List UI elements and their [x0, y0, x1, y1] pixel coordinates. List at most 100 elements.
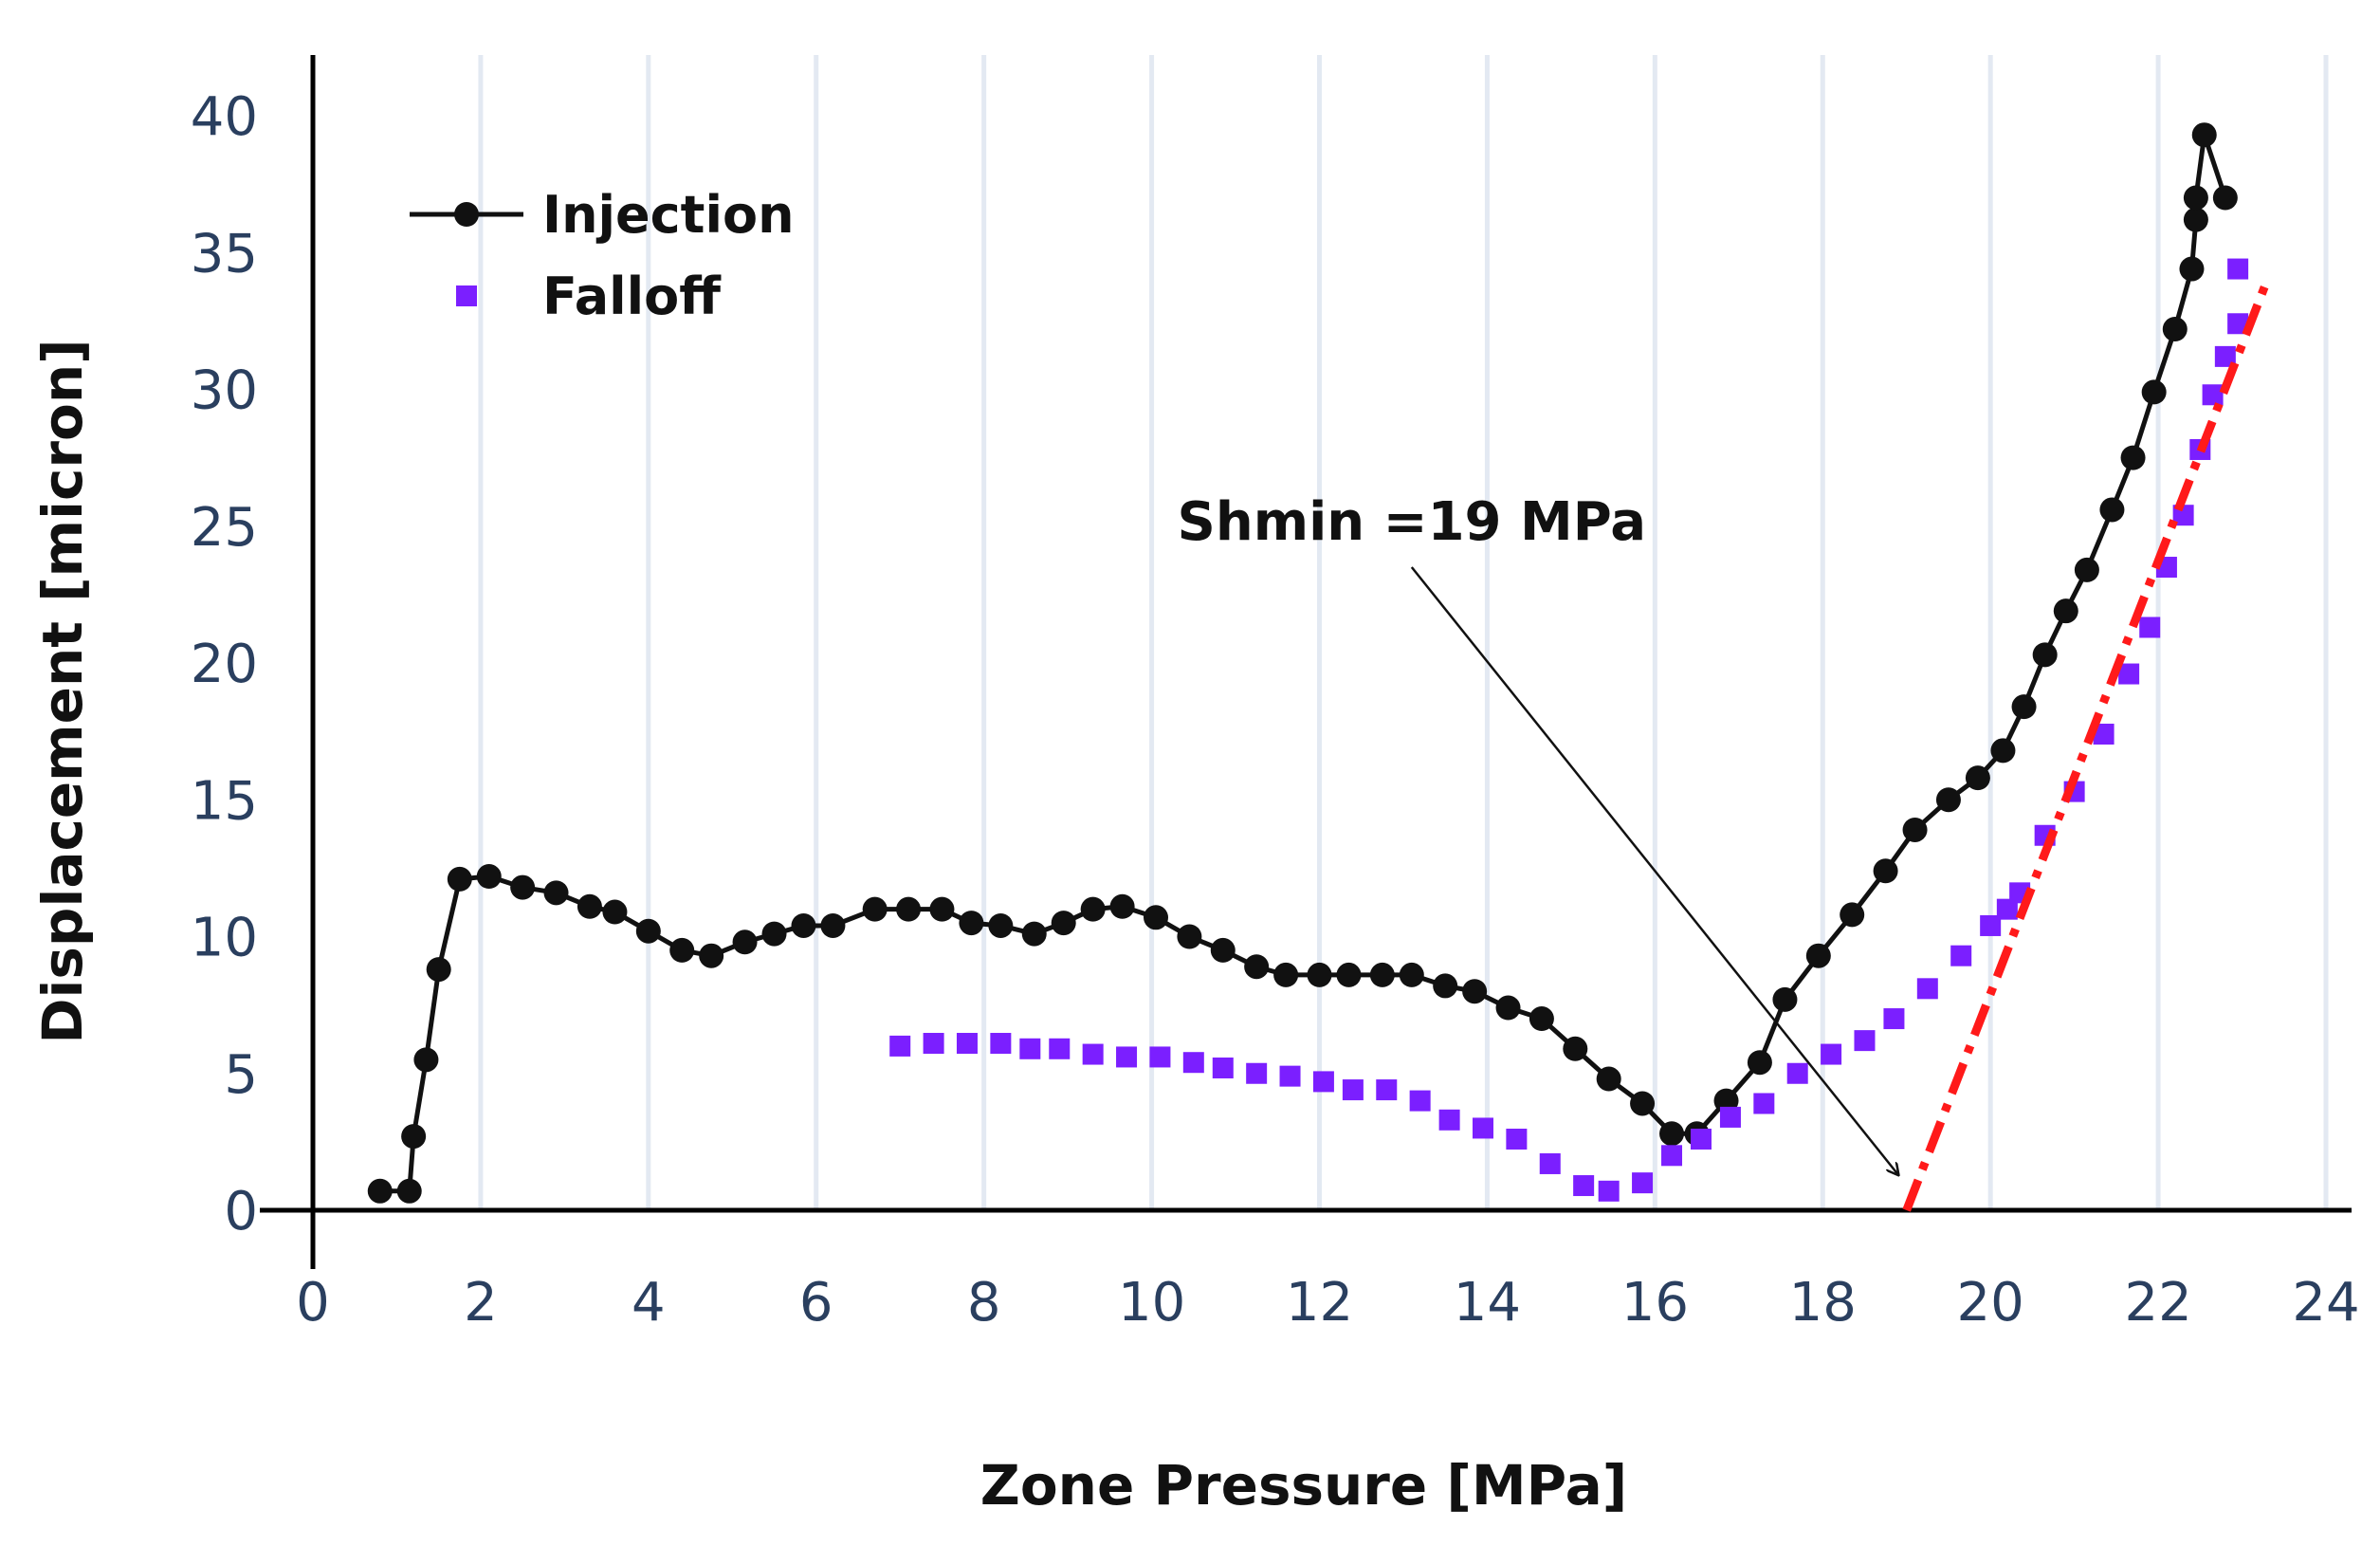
injection-point	[1495, 995, 1521, 1021]
falloff-point	[1950, 945, 1972, 966]
annotation-label: Shmin =19 MPa	[1178, 491, 1647, 553]
injection-point	[602, 899, 628, 925]
injection-point	[1990, 738, 2016, 764]
falloff-point	[1182, 1052, 1204, 1074]
injection-point	[669, 937, 695, 963]
falloff-point	[1116, 1046, 1138, 1068]
falloff-point	[2214, 345, 2236, 367]
falloff-point	[1690, 1128, 1712, 1150]
y-axis-title: Displacement [micron]	[30, 339, 95, 1043]
x-tick-label: 20	[1957, 1272, 2024, 1334]
injection-point	[1563, 1036, 1588, 1061]
grid-lines	[478, 55, 2329, 1210]
injection-point	[1840, 902, 1865, 928]
annotations: Shmin =19 MPa	[1178, 491, 1898, 1174]
x-tick-label: 24	[2292, 1272, 2359, 1334]
falloff-point	[1049, 1038, 1071, 1059]
x-axis-title: Zone Pressure [MPa]	[980, 1453, 1627, 1518]
injection-point	[476, 864, 502, 890]
y-tick-label: 40	[191, 86, 258, 148]
injection-point	[413, 1047, 439, 1073]
falloff-point	[1312, 1071, 1334, 1093]
injection-point	[1529, 1006, 1554, 1032]
injection-point	[929, 896, 955, 922]
injection-point	[1210, 937, 1236, 963]
injection-point	[1772, 986, 1798, 1012]
falloff-point	[1019, 1038, 1041, 1059]
falloff-point	[2118, 663, 2140, 685]
falloff-point	[990, 1033, 1012, 1055]
falloff-point	[1598, 1180, 1620, 1202]
falloff-point	[1980, 914, 2002, 936]
legend: Injection Falloff	[410, 185, 795, 326]
x-tick-label: 10	[1118, 1272, 1185, 1334]
injection-point	[2162, 317, 2188, 342]
falloff-point	[1719, 1106, 1741, 1128]
falloff-point	[2227, 258, 2249, 280]
legend-swatch-marker	[454, 202, 479, 227]
injection-point	[1873, 858, 1898, 884]
falloff-point	[1916, 978, 1938, 1000]
falloff-point	[923, 1033, 944, 1055]
falloff-point	[1573, 1175, 1595, 1197]
injection-point	[1244, 954, 1270, 980]
injection-point	[543, 880, 569, 906]
injection-point	[1965, 765, 1990, 791]
falloff-point	[2227, 313, 2249, 335]
injection-point	[426, 957, 451, 983]
injection-point	[2183, 207, 2208, 232]
y-tick-label: 15	[191, 770, 258, 832]
x-tick-label: 14	[1454, 1272, 1521, 1334]
x-tick-label: 22	[2124, 1272, 2191, 1334]
injection-point	[510, 874, 536, 900]
falloff-point	[2093, 724, 2115, 745]
injection-point	[1080, 896, 1106, 922]
injection-point	[2053, 598, 2078, 624]
y-tick-label: 25	[191, 497, 258, 559]
injection-point	[2212, 185, 2238, 211]
injection-point	[791, 912, 816, 938]
falloff-point	[1149, 1046, 1171, 1068]
falloff-point	[1996, 898, 2018, 920]
falloff-point	[2172, 505, 2194, 526]
x-tick-label: 0	[296, 1272, 330, 1334]
injection-point	[2191, 122, 2217, 148]
falloff-point	[1376, 1079, 1398, 1101]
injection-point	[732, 929, 758, 955]
injection-point	[577, 893, 602, 919]
injection-point	[896, 896, 922, 922]
injection-point	[1021, 921, 1047, 947]
injection-point	[1177, 924, 1202, 949]
x-tick-label: 6	[799, 1272, 833, 1334]
x-tick-label: 18	[1789, 1272, 1857, 1334]
x-tick-label: 2	[464, 1272, 498, 1334]
injection-point	[1144, 905, 1169, 930]
falloff-point	[1342, 1079, 1364, 1101]
x-tick-label: 4	[632, 1272, 666, 1334]
injection-point	[2011, 694, 2037, 720]
falloff-point	[1279, 1065, 1301, 1087]
falloff-point	[1246, 1062, 1268, 1084]
falloff-point	[889, 1035, 911, 1057]
injection-point	[1273, 962, 1299, 987]
shmin-fit-line	[1902, 278, 2272, 1212]
injection-point	[1051, 911, 1076, 936]
injection-point	[1596, 1066, 1621, 1092]
injection-point	[1109, 893, 1135, 919]
injection-point	[1307, 962, 1332, 987]
injection-point	[862, 896, 888, 922]
falloff-point	[1409, 1090, 1431, 1112]
injection-point	[367, 1178, 393, 1204]
falloff-point	[1082, 1043, 1104, 1065]
injection-point	[447, 866, 472, 892]
injection-point	[1369, 962, 1395, 987]
falloff-point	[1883, 1008, 1905, 1030]
injection-point	[2120, 445, 2146, 470]
injection-point	[988, 912, 1014, 938]
x-tick-label: 8	[967, 1272, 1001, 1334]
y-tick-label: 20	[191, 634, 258, 695]
x-tick-label: 12	[1286, 1272, 1353, 1334]
legend-swatch-marker	[456, 285, 477, 306]
